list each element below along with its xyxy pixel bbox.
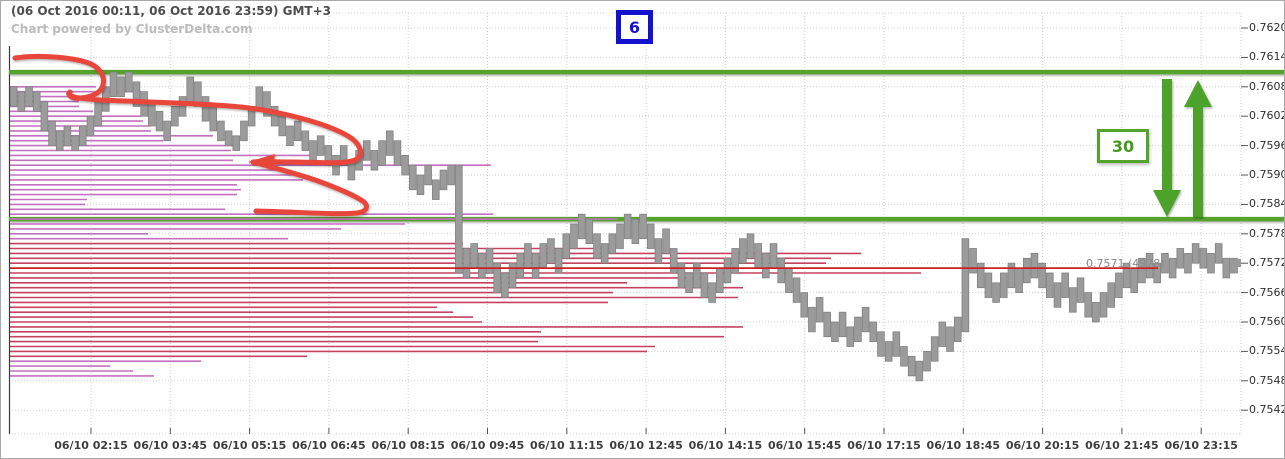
price-tick-label: 0.7566 [1249,285,1285,299]
time-tick-label: 06/10 02:15 [54,439,128,452]
price-tick-label: 0.7590 [1249,168,1285,181]
price-tick-label: 0.7614 [1249,50,1285,64]
range-arrows [1153,79,1212,217]
time-tick-label: 06/10 11:15 [530,439,604,452]
chart-date-range: (06 Oct 2016 00:11, 06 Oct 2016 23:59) G… [11,4,332,18]
powered-by-label: Chart powered by ClusterDelta.com [11,22,253,36]
red-scribble-arrowhead [248,154,275,170]
price-tick-label: 0.7608 [1249,79,1285,93]
time-tick-label: 06/10 17:15 [847,439,921,452]
time-tick-label: 06/10 08:15 [371,439,445,452]
price-tick-label: 0.7584 [1249,197,1285,211]
current-price-axis-marker [1233,259,1241,267]
volume-profile-lines [10,86,921,377]
price-bars [9,71,1238,382]
arrow-up-icon [1184,80,1212,217]
red-scribble-path [12,53,369,217]
time-tick-label: 06/10 06:45 [292,439,366,452]
price-tick-label: 0.7602 [1249,109,1285,123]
time-tick-label: 06/10 20:15 [1005,439,1080,452]
price-tick-label: 0.7548 [1249,373,1285,387]
range-pips-badge: 30 [1097,129,1149,163]
time-tick-label: 06/10 23:15 [1164,439,1238,452]
arrow-down-icon [1153,79,1181,217]
red-annotation [12,53,369,217]
plot-area[interactable] [9,13,1241,434]
current-price-label: 0.7571 (4978) [1086,257,1165,270]
time-tick-label: 06/10 15:45 [767,439,842,452]
axis-tick-marks [90,27,1248,434]
time-tick-label: 06/10 12:45 [609,439,683,452]
price-tick-label: 0.7620 [1249,21,1285,34]
time-tick-label: 06/10 18:45 [926,439,1001,452]
price-tick-label: 0.7578 [1249,226,1285,240]
price-tick-label: 0.7560 [1249,315,1285,328]
time-tick-label: 06/10 05:15 [212,439,287,452]
time-tick-label: 06/10 14:15 [688,439,763,452]
price-tick-label: 0.7542 [1249,403,1285,417]
time-tick-label: 06/10 21:45 [1085,439,1159,452]
price-tick-label: 0.7554 [1249,344,1285,358]
price-tick-label: 0.7572 [1249,256,1285,270]
price-tick-label: 0.7596 [1249,138,1285,152]
period-badge: 6 [616,10,653,44]
time-tick-label: 06/10 03:45 [133,439,208,452]
time-tick-label: 06/10 09:45 [450,439,525,452]
